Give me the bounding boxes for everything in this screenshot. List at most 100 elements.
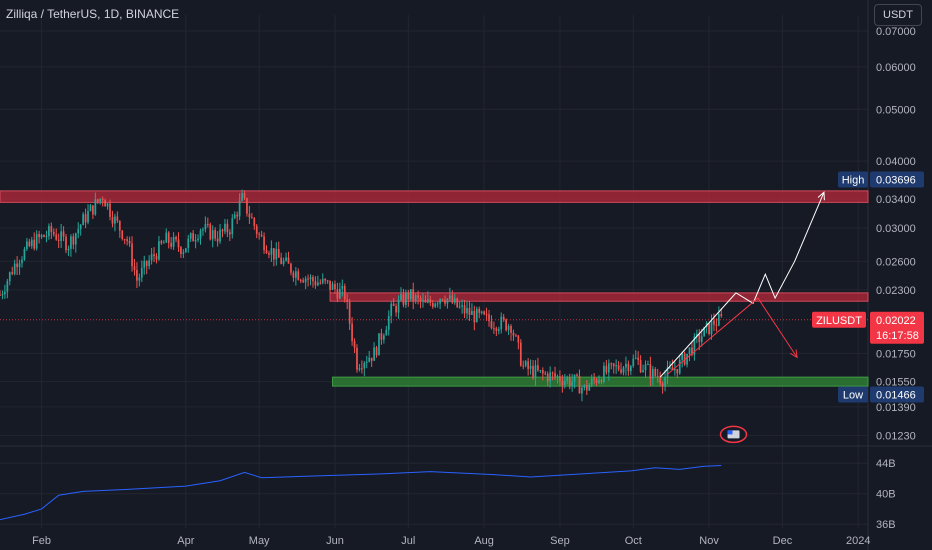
candle-body (664, 376, 666, 387)
candle-body (28, 241, 31, 246)
candle-body (241, 193, 243, 201)
candle-body (647, 364, 649, 366)
time-tick-label: Aug (474, 535, 494, 547)
candle-body (275, 248, 278, 260)
candle-body (148, 260, 151, 267)
candle-body (280, 257, 283, 264)
candle-body (461, 305, 463, 307)
candle-body (312, 277, 314, 282)
candle-body (236, 214, 239, 217)
candle-body (585, 385, 588, 391)
candle-body (116, 216, 119, 221)
candle-body (187, 238, 190, 249)
candle-body (145, 260, 148, 267)
time-tick-label: Jun (326, 535, 344, 547)
candle-body (595, 379, 598, 383)
candle-body (189, 233, 192, 239)
candle-body (92, 205, 94, 215)
candle-body (605, 365, 608, 373)
candle-body (329, 280, 331, 290)
candle-body (309, 277, 312, 280)
candle-body (466, 308, 468, 314)
candle-body (617, 365, 620, 370)
candle-body (70, 236, 72, 249)
symbol-label: ZILUSDT (816, 315, 862, 327)
candle-body (133, 266, 136, 270)
candle-body (341, 286, 344, 289)
candle-body (363, 362, 366, 369)
candle-body (422, 299, 424, 302)
candle-body (507, 325, 510, 331)
candle-body (194, 239, 197, 242)
candle-body (458, 306, 461, 308)
candle-body (216, 238, 219, 242)
candle-body (622, 367, 625, 373)
candle-body (527, 361, 529, 369)
candle-body (693, 336, 696, 355)
candle-body (620, 369, 622, 373)
candle-body (199, 230, 202, 239)
candle-body (265, 250, 268, 254)
candle-body (285, 257, 287, 261)
last-price-badge (870, 311, 924, 344)
candle-body (307, 278, 309, 280)
candle-body (654, 368, 657, 376)
candle-body (253, 218, 256, 226)
candle-body (563, 380, 566, 386)
candle-body (524, 361, 527, 366)
candle-body (131, 243, 133, 267)
candle-body (485, 314, 488, 316)
candle-body (343, 286, 346, 300)
high-label: High (842, 175, 865, 187)
candle-body (683, 353, 686, 365)
candle-body (400, 294, 402, 300)
candle-body (118, 220, 121, 231)
candle-body (612, 363, 615, 367)
candle-body (559, 376, 561, 382)
candle-body (197, 238, 199, 240)
candle-body (368, 357, 371, 362)
candle-body (23, 249, 26, 260)
candle-body (427, 299, 429, 303)
candle-body (40, 234, 43, 238)
candle-body (490, 321, 493, 329)
candle-body (534, 365, 537, 378)
price-tick-label: 0.04000 (876, 156, 916, 168)
candle-body (99, 198, 102, 202)
candle-body (656, 375, 659, 378)
candle-body (405, 292, 407, 305)
candle-body (603, 365, 605, 383)
candle-body (497, 329, 500, 331)
candle-body (180, 247, 182, 254)
candle-body (192, 233, 195, 242)
candle-body (639, 360, 642, 372)
candle-body (126, 239, 128, 241)
candle-body (358, 368, 361, 370)
candle-body (600, 380, 603, 383)
candle-body (529, 365, 532, 369)
candle-body (170, 242, 173, 247)
candle-body (297, 271, 300, 280)
currency-button[interactable]: USDT (874, 4, 922, 26)
candle-body (106, 203, 109, 207)
price-tick-label: 0.01750 (876, 348, 916, 360)
candle-body (541, 370, 544, 374)
candle-body (155, 256, 158, 260)
candle-body (715, 324, 718, 326)
resistance-zone (329, 292, 869, 302)
candle-body (1, 294, 4, 296)
candle-body (16, 263, 18, 267)
candle-body (136, 269, 138, 281)
candle-body (615, 365, 618, 367)
candle-body (431, 302, 434, 307)
candle-body (331, 284, 334, 290)
candle-body (35, 234, 38, 249)
time-tick-label: 2024 (846, 535, 870, 547)
candle-body (556, 376, 559, 378)
candle-body (302, 280, 305, 283)
candle-body (414, 295, 417, 301)
candle-body (121, 230, 124, 240)
price-tick-label: 0.06000 (876, 62, 916, 74)
candle-body (495, 328, 498, 331)
